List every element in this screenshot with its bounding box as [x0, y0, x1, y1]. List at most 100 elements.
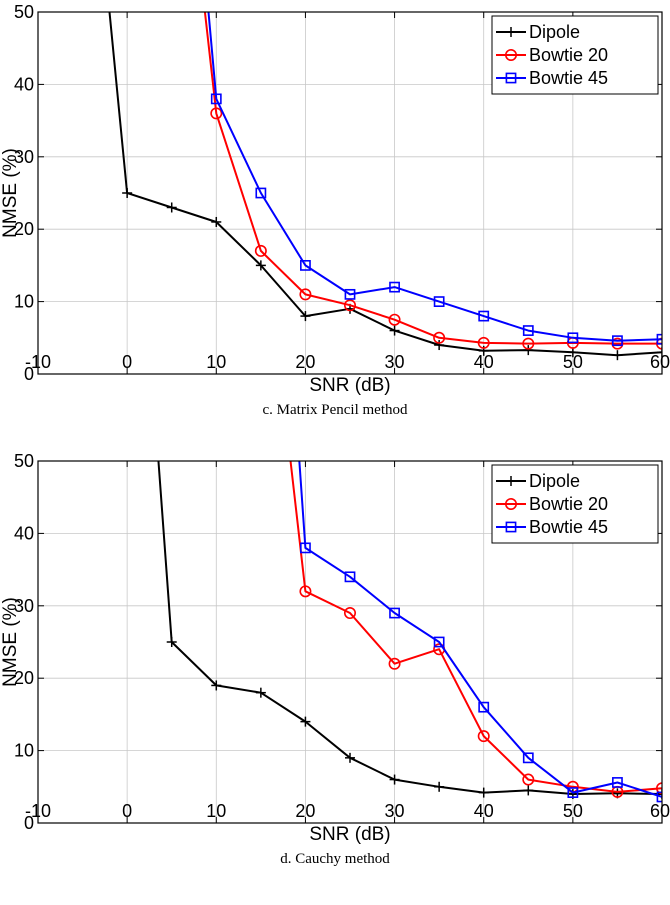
data-point-dipole — [166, 202, 177, 213]
data-point-dipole — [523, 345, 534, 356]
x-tick-label: 40 — [474, 352, 494, 372]
legend-label: Dipole — [529, 471, 580, 491]
data-point-bowtie-20 — [477, 730, 490, 743]
data-point-bowtie-45 — [210, 93, 222, 105]
series-dipole — [108, 12, 662, 361]
data-point-bowtie-45 — [522, 752, 534, 764]
legend-marker — [506, 476, 516, 486]
legend: Dipole Bowtie 20 Bowtie 45 — [491, 15, 659, 95]
x-tick-label: 60 — [650, 801, 670, 821]
data-point-dipole — [478, 787, 489, 798]
x-tick-label: 10 — [206, 801, 226, 821]
data-point-bowtie-45 — [389, 607, 400, 619]
y-tick-label: 10 — [14, 741, 34, 761]
y-tick-label: 0 — [24, 364, 34, 384]
legend-item-dipole: Dipole — [496, 471, 580, 491]
legend-label: Bowtie 20 — [529, 494, 608, 514]
data-point-bowtie-45 — [522, 325, 534, 336]
axes-box — [37, 11, 663, 375]
data-point-bowtie-20 — [343, 607, 356, 620]
series-bowtie-45 — [298, 461, 662, 803]
x-tick-label: 60 — [650, 352, 670, 372]
data-point-bowtie-45 — [612, 335, 623, 347]
data-point-dipole — [434, 781, 445, 792]
data-point-bowtie-45 — [389, 281, 400, 293]
data-point-bowtie-45 — [656, 791, 662, 803]
y-tick-label: 20 — [14, 219, 34, 239]
data-point-dipole — [389, 325, 400, 336]
data-point-dipole — [300, 311, 311, 322]
series-area — [157, 461, 662, 803]
x-tick-label: 50 — [563, 352, 583, 372]
data-point-dipole — [255, 687, 266, 698]
y-tick-label: 40 — [14, 74, 34, 94]
legend-marker — [504, 48, 517, 61]
data-point-bowtie-20 — [433, 331, 446, 344]
legend-marker — [505, 521, 517, 533]
data-point-bowtie-45 — [567, 787, 579, 798]
x-tick-label: -10 — [25, 801, 51, 821]
legend-label: Bowtie 45 — [529, 517, 608, 537]
y-tick-label: 30 — [14, 147, 34, 167]
data-point-bowtie-45 — [344, 571, 356, 583]
data-point-dipole — [255, 260, 266, 271]
data-point-bowtie-20 — [299, 288, 312, 301]
data-point-bowtie-45 — [300, 259, 311, 271]
series-dipole — [157, 461, 662, 800]
data-point-bowtie-45 — [656, 333, 662, 345]
legend-marker — [506, 27, 516, 37]
data-point-bowtie-20 — [343, 299, 356, 312]
data-point-bowtie-20 — [522, 337, 535, 350]
data-point-dipole — [657, 789, 662, 800]
legend-item-dipole: Dipole — [496, 22, 580, 42]
data-point-bowtie-45 — [344, 288, 356, 300]
x-axis-label: SNR (dB) — [309, 824, 390, 845]
data-point-dipole — [612, 350, 623, 361]
legend-item-bowtie-45: Bowtie 45 — [496, 517, 608, 537]
x-tick-label: 20 — [295, 801, 315, 821]
x-tick-label: 10 — [206, 352, 226, 372]
data-point-dipole — [166, 637, 177, 647]
y-tick-label: 50 — [14, 2, 34, 22]
x-tick-label: 30 — [385, 801, 405, 821]
data-point-bowtie-20 — [299, 585, 312, 598]
x-tick-label: 0 — [122, 352, 132, 372]
data-point-bowtie-20 — [477, 336, 490, 349]
legend-label: Bowtie 45 — [529, 68, 608, 88]
y-axis-label: NMSE (%) — [0, 148, 21, 238]
data-point-dipole — [389, 774, 400, 785]
data-point-dipole — [300, 716, 311, 727]
legend-item-bowtie-20: Bowtie 20 — [496, 494, 608, 514]
series-bowtie-45 — [207, 12, 662, 347]
data-point-bowtie-20 — [254, 244, 267, 257]
data-point-bowtie-45 — [433, 296, 445, 307]
series-line-bowtie-45 — [298, 461, 662, 798]
data-point-bowtie-45 — [612, 777, 623, 788]
legend-marker — [505, 72, 517, 84]
x-tick-label: 40 — [474, 801, 494, 821]
x-tick-label: 30 — [385, 352, 405, 372]
legend-item-bowtie-45: Bowtie 45 — [496, 68, 608, 88]
data-point-dipole — [434, 340, 445, 351]
data-point-dipole — [523, 785, 534, 796]
series-line-bowtie-20 — [203, 12, 662, 345]
y-tick-label: 40 — [14, 523, 34, 543]
data-point-bowtie-45 — [567, 332, 579, 344]
data-point-bowtie-20 — [388, 657, 401, 670]
series-line-dipole — [108, 12, 662, 357]
data-point-bowtie-45 — [300, 542, 311, 554]
x-tick-label: 50 — [563, 801, 583, 821]
data-point-bowtie-45 — [478, 701, 490, 713]
legend: Dipole Bowtie 20 Bowtie 45 — [491, 464, 659, 544]
data-point-bowtie-20 — [388, 313, 401, 326]
axes-box — [37, 460, 663, 824]
series-area — [108, 12, 662, 361]
data-point-bowtie-20 — [210, 107, 223, 120]
y-tick-label: 20 — [14, 668, 34, 688]
data-point-bowtie-45 — [478, 310, 490, 322]
figure-caption: c. Matrix Pencil method — [263, 402, 408, 418]
data-point-dipole — [345, 752, 355, 763]
data-point-dipole — [211, 680, 222, 691]
